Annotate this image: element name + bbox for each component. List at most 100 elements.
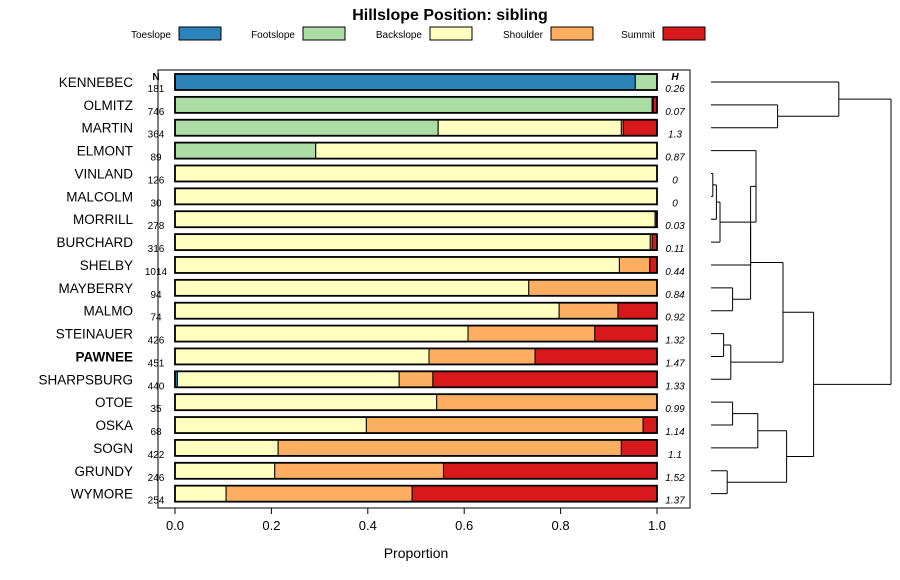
bar-segment-oska-backslope (174, 416, 367, 434)
dendrogram-branch-left-group (730, 261, 784, 363)
h-value-sharpsburg: 1.33 (665, 381, 685, 392)
h-value-elmont: 0.87 (665, 153, 685, 164)
x-tick-label: 0.0 (166, 518, 184, 533)
n-value-sogn: 422 (148, 450, 165, 461)
bar-outline-elmont (174, 141, 658, 160)
bar-segment-grundy-summit (442, 462, 658, 480)
bar-segment-shelby-backslope (174, 256, 620, 274)
h-value-pawnee: 1.47 (665, 358, 685, 369)
legend: Toeslope Footslope Backslope Shoulder Summit (131, 26, 706, 41)
h-column-header: H (671, 72, 679, 83)
bar-segment-otoe-backslope (174, 393, 438, 411)
bar-row-elmont (174, 141, 658, 160)
bar-row-shelby (174, 256, 658, 274)
dendrogram-branch-vm-morrill-burchard (711, 201, 721, 243)
x-tick-label: 0.4 (359, 518, 377, 533)
bar-outline-otoe (174, 393, 658, 412)
x-axis: 0.0 0.2 0.4 0.6 0.8 1.0 (166, 508, 666, 533)
bar-segment-malmo-shoulder (558, 302, 619, 320)
legend-label-backslope: Backslope (376, 30, 423, 41)
bar-outline-burchard (174, 233, 658, 251)
h-value-grundy: 1.52 (665, 473, 685, 484)
h-value-kennebec: 0.26 (665, 84, 685, 95)
h-value-martin: 1.3 (668, 130, 682, 141)
bar-row-oska (174, 416, 658, 434)
dendrogram-branch-big-group (783, 311, 815, 457)
row-label-sogn: SOGN (93, 441, 133, 456)
bar-segment-steinauer-shoulder (467, 325, 596, 343)
bar-segment-wymore-backslope (174, 485, 227, 503)
x-axis-title: Proportion (384, 545, 449, 561)
bar-outline-olmitz (174, 95, 658, 114)
bar-segment-shelby-summit (649, 256, 658, 274)
bar-segment-shelby-shoulder (618, 256, 651, 274)
bar-row-burchard (174, 233, 658, 251)
dendrogram-branch-olmitz-martin (711, 104, 779, 129)
x-tick-label: 1.0 (648, 518, 666, 533)
bar-outline-mayberry (174, 278, 658, 297)
row-label-grundy: GRUNDY (74, 464, 133, 479)
n-value-oska: 68 (150, 427, 162, 438)
bar-outline-grundy (174, 461, 658, 480)
bars (174, 73, 658, 503)
bar-row-malmo (174, 301, 658, 320)
bar-segment-steinauer-backslope (174, 325, 469, 343)
legend-swatch-shoulder (550, 26, 594, 41)
bar-segment-martin-summit (622, 119, 658, 137)
h-value-mayberry: 0.84 (665, 290, 685, 301)
x-tick-label: 0.2 (262, 518, 280, 533)
bar-segment-pawnee-backslope (174, 347, 430, 365)
n-value-elmont: 89 (150, 153, 162, 164)
bar-row-otoe (174, 393, 658, 412)
bar-row-grundy (174, 461, 658, 480)
bar-segment-sogn-summit (620, 439, 658, 457)
bar-segment-malmo-backslope (174, 302, 560, 320)
bar-row-kennebec (174, 73, 658, 91)
bar-segment-elmont-backslope (315, 142, 658, 160)
h-value-burchard: 0.11 (666, 244, 685, 255)
bar-outline-shelby (174, 256, 658, 274)
dendrogram-branch-otoe-sogn (711, 413, 759, 449)
dendrogram-branch-elmont-shelby (711, 185, 756, 266)
n-column-header: N (152, 72, 159, 83)
bar-outline-sogn (174, 439, 658, 457)
h-value-wymore: 1.37 (665, 496, 685, 507)
bar-row-martin (174, 118, 658, 137)
bar-outline-steinauer (174, 324, 658, 343)
bar-segment-elmont-footslope (174, 142, 317, 160)
h-value-vinland: 0 (672, 175, 678, 186)
bar-segment-kennebec-toeslope (174, 73, 636, 91)
bar-row-mayberry (174, 278, 658, 297)
bar-outline-oska (174, 416, 658, 434)
row-label-malmo: MALMO (83, 304, 133, 319)
row-label-morrill: MORRILL (73, 212, 134, 227)
row-label-wymore: WYMORE (71, 487, 133, 502)
bar-outline-vinland (174, 164, 658, 183)
dendrogram-branch-vinland-malcolm (711, 172, 714, 197)
legend-label-summit: Summit (621, 30, 655, 41)
row-label-pawnee: PAWNEE (75, 349, 133, 364)
bar-segment-steinauer-summit (594, 325, 658, 343)
bar-segment-oska-summit (642, 416, 658, 434)
n-value-shelby: 1014 (145, 267, 168, 278)
row-label-otoe: OTOE (95, 395, 133, 410)
n-value-steinauer: 426 (148, 336, 165, 347)
bar-segment-sogn-shoulder (277, 439, 622, 457)
n-value-kennebec: 181 (148, 84, 165, 95)
plot-panel (157, 69, 691, 509)
bar-segment-morrill-backslope (174, 210, 656, 228)
h-value-malmo: 0.92 (665, 313, 685, 324)
bar-segment-sharpsburg-shoulder (398, 370, 434, 388)
x-tick-label: 0.8 (552, 518, 570, 533)
dendrogram-branch-kennebec-group (711, 81, 840, 117)
n-value-pawnee: 451 (148, 358, 165, 369)
bar-segment-pawnee-summit (534, 347, 658, 365)
bar-segment-mayberry-shoulder (528, 279, 658, 297)
panel-frame (157, 69, 691, 509)
row-label-olmitz: OLMITZ (84, 98, 134, 113)
n-value-wymore: 254 (148, 496, 165, 507)
legend-swatch-footslope (302, 26, 346, 41)
dendrogram-branch-right-group (727, 430, 788, 483)
legend-swatch-backslope (429, 26, 473, 41)
